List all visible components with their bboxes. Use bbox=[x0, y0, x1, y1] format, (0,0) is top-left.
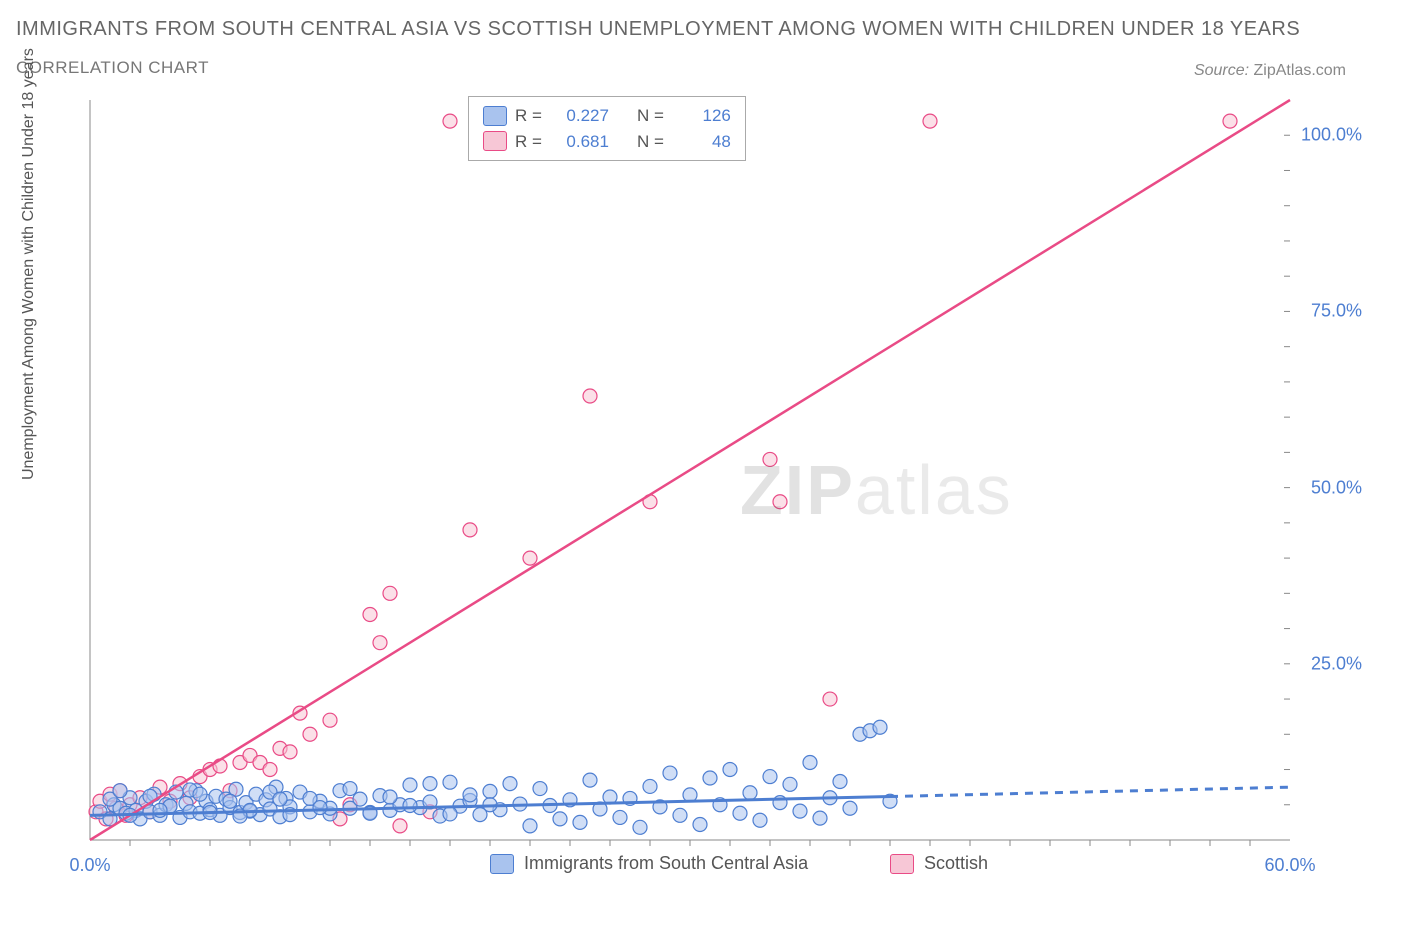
legend-series-2: Scottish bbox=[890, 853, 988, 874]
legend-series-1: Immigrants from South Central Asia bbox=[490, 853, 808, 874]
x-tick-label: 60.0% bbox=[1264, 855, 1315, 876]
r-value: 0.681 bbox=[554, 129, 609, 155]
n-value: 48 bbox=[676, 129, 731, 155]
r-label: R = bbox=[515, 103, 542, 129]
y-axis-label: Unemployment Among Women with Children U… bbox=[20, 48, 38, 480]
legend-stat-row: R = 0.227 N = 126 bbox=[483, 103, 731, 129]
y-tick-label: 75.0% bbox=[1311, 301, 1362, 322]
source-label: Source: bbox=[1194, 62, 1249, 79]
legend-swatch-pink bbox=[890, 854, 914, 874]
n-label: N = bbox=[637, 129, 664, 155]
legend-swatch-blue bbox=[490, 854, 514, 874]
source-value: ZipAtlas.com bbox=[1254, 62, 1346, 79]
n-value: 126 bbox=[676, 103, 731, 129]
correlation-chart: Unemployment Among Women with Children U… bbox=[60, 90, 1360, 870]
page-title: IMMIGRANTS FROM SOUTH CENTRAL ASIA VS SC… bbox=[16, 18, 1300, 41]
n-label: N = bbox=[637, 103, 664, 129]
x-tick-label: 0.0% bbox=[69, 855, 110, 876]
legend-label-pink: Scottish bbox=[924, 853, 988, 874]
chart-svg bbox=[60, 90, 1360, 870]
legend-swatch-icon bbox=[483, 106, 507, 126]
r-value: 0.227 bbox=[554, 103, 609, 129]
legend-swatch-icon bbox=[483, 131, 507, 151]
page-subtitle: CORRELATION CHART bbox=[16, 58, 209, 78]
legend-label-blue: Immigrants from South Central Asia bbox=[524, 853, 808, 874]
legend-stats: R = 0.227 N = 126 R = 0.681 N = 48 bbox=[468, 96, 746, 161]
y-tick-label: 25.0% bbox=[1311, 653, 1362, 674]
y-tick-label: 100.0% bbox=[1301, 125, 1362, 146]
y-tick-label: 50.0% bbox=[1311, 477, 1362, 498]
source-credit: Source: ZipAtlas.com bbox=[1194, 62, 1346, 80]
legend-stat-row: R = 0.681 N = 48 bbox=[483, 129, 731, 155]
r-label: R = bbox=[515, 129, 542, 155]
